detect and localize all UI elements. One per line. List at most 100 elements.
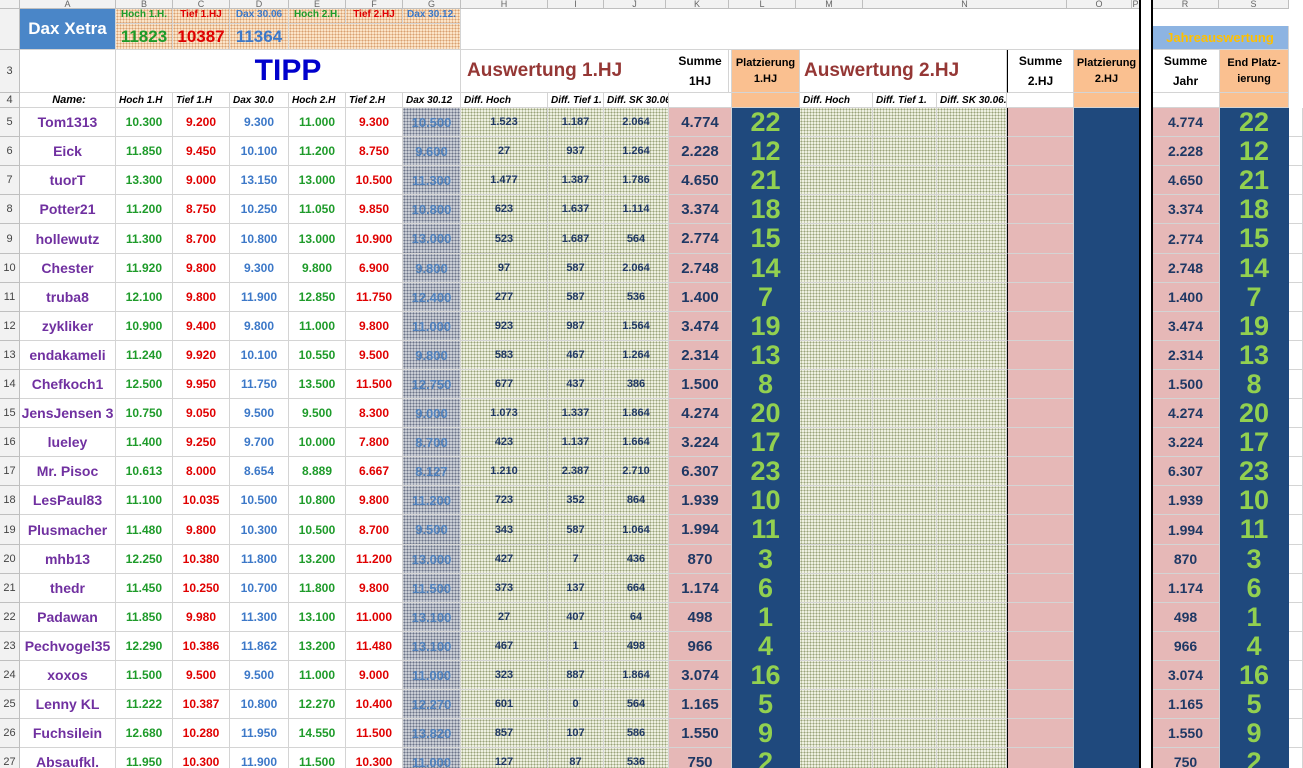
diff-hoch-2[interactable]: [800, 690, 873, 719]
diff-hoch-2[interactable]: [800, 545, 873, 574]
tipp-dax-3006[interactable]: 10.300: [230, 515, 289, 545]
participant-name[interactable]: LesPaul83: [20, 486, 116, 515]
end-platzierung[interactable]: 9: [1220, 719, 1289, 748]
row-header[interactable]: 26: [0, 719, 20, 748]
participant-name[interactable]: Plusmacher: [20, 515, 116, 545]
tipp-tief-1[interactable]: 9.450: [173, 137, 230, 166]
diff-hoch-2[interactable]: [800, 137, 873, 166]
diff-tief-1[interactable]: 137: [548, 574, 604, 603]
summe-jahr[interactable]: 1.165: [1152, 690, 1220, 719]
tipp-hoch-2[interactable]: 11.000: [289, 661, 346, 690]
diff-sk-2[interactable]: [937, 312, 1007, 341]
diff-sk-2[interactable]: [937, 108, 1007, 137]
summe-1hj[interactable]: 4.650: [669, 166, 732, 195]
diff-sk-1[interactable]: 2.064: [604, 254, 669, 283]
summe-jahr[interactable]: 1.994: [1152, 515, 1220, 545]
tipp-dax-3006[interactable]: 9.800: [230, 312, 289, 341]
diff-sk-2[interactable]: [937, 137, 1007, 166]
diff-tief-2[interactable]: [873, 748, 937, 768]
row-header[interactable]: 6: [0, 137, 20, 166]
summe-1hj[interactable]: 1.939: [669, 486, 732, 515]
end-platzierung[interactable]: 4: [1220, 632, 1289, 661]
tipp-tief-1[interactable]: 10.380: [173, 545, 230, 574]
summe-jahr[interactable]: 2.774: [1152, 224, 1220, 254]
platzierung-1hj[interactable]: 4: [732, 632, 800, 661]
diff-tief-1[interactable]: 1.637: [548, 195, 604, 224]
tipp-dax-3012[interactable]: 11.000: [403, 661, 461, 690]
diff-sk-1[interactable]: 864: [604, 486, 669, 515]
summe-1hj[interactable]: 1.174: [669, 574, 732, 603]
summe-2hj[interactable]: [1007, 108, 1074, 137]
tipp-tief-1[interactable]: 10.250: [173, 574, 230, 603]
tipp-hoch-2[interactable]: 11.200: [289, 137, 346, 166]
summe-jahr[interactable]: 2.228: [1152, 137, 1220, 166]
tipp-hoch-1[interactable]: 11.850: [116, 137, 173, 166]
diff-sk-2[interactable]: [937, 224, 1007, 254]
diff-hoch-1[interactable]: 583: [461, 341, 548, 370]
platzierung-2hj[interactable]: [1074, 312, 1140, 341]
diff-tief-2[interactable]: [873, 719, 937, 748]
summe-jahr[interactable]: 2.314: [1152, 341, 1220, 370]
end-platzierung[interactable]: 15: [1220, 224, 1289, 254]
diff-sk-1[interactable]: 1.564: [604, 312, 669, 341]
tipp-dax-3006[interactable]: 9.700: [230, 428, 289, 457]
tipp-tief-1[interactable]: 10.035: [173, 486, 230, 515]
tipp-tief-2[interactable]: 11.500: [346, 719, 403, 748]
platzierung-2hj[interactable]: [1074, 370, 1140, 399]
diff-hoch-1[interactable]: 1.210: [461, 457, 548, 486]
tipp-dax-3006[interactable]: 10.250: [230, 195, 289, 224]
summe-1hj[interactable]: 2.314: [669, 341, 732, 370]
diff-tief-1[interactable]: 887: [548, 661, 604, 690]
summe-2hj[interactable]: [1007, 137, 1074, 166]
column-header-d[interactable]: D: [230, 0, 289, 9]
summe-jahr[interactable]: 750: [1152, 748, 1220, 768]
row-header[interactable]: 7: [0, 166, 20, 195]
tipp-dax-3012[interactable]: 12.750: [403, 370, 461, 399]
platzierung-1hj[interactable]: 13: [732, 341, 800, 370]
diff-sk-1[interactable]: 536: [604, 748, 669, 768]
platzierung-2hj[interactable]: [1074, 341, 1140, 370]
diff-sk-2[interactable]: [937, 690, 1007, 719]
tipp-dax-3006[interactable]: 9.500: [230, 661, 289, 690]
tipp-dax-3012[interactable]: 10.800: [403, 195, 461, 224]
tipp-tief-1[interactable]: 10.387: [173, 690, 230, 719]
tipp-hoch-1[interactable]: 12.500: [116, 370, 173, 399]
summe-2hj[interactable]: [1007, 341, 1074, 370]
tipp-hoch-1[interactable]: 11.240: [116, 341, 173, 370]
summe-jahr[interactable]: 1.939: [1152, 486, 1220, 515]
tipp-hoch-1[interactable]: 10.750: [116, 399, 173, 428]
tipp-dax-3012[interactable]: 13.000: [403, 545, 461, 574]
platzierung-1hj[interactable]: 15: [732, 224, 800, 254]
platzierung-1hj[interactable]: 1: [732, 603, 800, 632]
tipp-tief-1[interactable]: 9.800: [173, 515, 230, 545]
summe-2hj[interactable]: [1007, 748, 1074, 768]
tipp-dax-3012[interactable]: 10.500: [403, 108, 461, 137]
platzierung-1hj[interactable]: 22: [732, 108, 800, 137]
diff-sk-1[interactable]: 1.264: [604, 137, 669, 166]
tipp-tief-1[interactable]: 10.280: [173, 719, 230, 748]
diff-hoch-2[interactable]: [800, 224, 873, 254]
diff-tief-1[interactable]: 7: [548, 545, 604, 574]
diff-sk-1[interactable]: 2.710: [604, 457, 669, 486]
diff-sk-2[interactable]: [937, 603, 1007, 632]
column-header-b[interactable]: B: [116, 0, 173, 9]
tipp-tief-2[interactable]: 11.480: [346, 632, 403, 661]
platzierung-1hj[interactable]: 20: [732, 399, 800, 428]
tipp-tief-2[interactable]: 9.800: [346, 574, 403, 603]
platzierung-2hj[interactable]: [1074, 457, 1140, 486]
tipp-dax-3006[interactable]: 13.150: [230, 166, 289, 195]
diff-hoch-1[interactable]: 623: [461, 195, 548, 224]
tipp-tief-1[interactable]: 10.386: [173, 632, 230, 661]
row-header[interactable]: 10: [0, 254, 20, 283]
tipp-tief-1[interactable]: 9.800: [173, 283, 230, 312]
summe-jahr[interactable]: 3.474: [1152, 312, 1220, 341]
tipp-tief-1[interactable]: 9.800: [173, 254, 230, 283]
tipp-hoch-1[interactable]: 11.100: [116, 486, 173, 515]
summe-1hj[interactable]: 3.374: [669, 195, 732, 224]
diff-sk-2[interactable]: [937, 166, 1007, 195]
tipp-hoch-2[interactable]: 13.100: [289, 603, 346, 632]
summe-1hj[interactable]: 1.550: [669, 719, 732, 748]
diff-tief-1[interactable]: 467: [548, 341, 604, 370]
diff-tief-1[interactable]: 437: [548, 370, 604, 399]
summe-2hj[interactable]: [1007, 574, 1074, 603]
